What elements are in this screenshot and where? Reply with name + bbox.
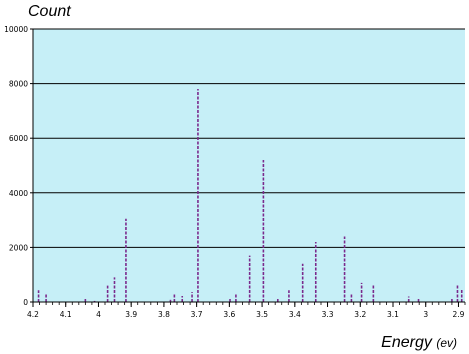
x-tick-label: 3.5 [256, 310, 268, 319]
y-tick-label: 6000 [9, 134, 28, 143]
x-axis-title: Energy (ev) [381, 334, 457, 352]
y-axis-title: Count [28, 3, 71, 20]
x-tick-label: 3.9 [125, 310, 137, 319]
x-tick-label: 3.2 [354, 310, 366, 319]
x-tick-label: 3 [423, 310, 428, 319]
x-tick-label: 4 [96, 310, 101, 319]
x-tick-label: 4.2 [27, 310, 39, 319]
y-tick-label: 8000 [9, 80, 28, 89]
x-tick-label: 3.7 [191, 310, 203, 319]
x-axis-label: Energy [381, 334, 432, 351]
x-tick-label: 4.1 [60, 310, 72, 319]
x-tick-label: 2.9 [452, 310, 464, 319]
x-tick-label: 3.3 [322, 310, 334, 319]
y-tick-label: 10000 [4, 25, 28, 34]
x-tick-label: 3.8 [158, 310, 170, 319]
y-tick-label: 0 [23, 298, 28, 307]
gridlines [33, 28, 465, 248]
y-tick-label: 4000 [9, 189, 28, 198]
x-tick-label: 3.6 [223, 310, 235, 319]
y-tick-labels: 0 2000 4000 6000 8000 10000 [4, 25, 28, 307]
x-tick-labels: 4.2 4.1 4 3.9 3.8 3.7 3.6 3.5 3.4 3.3 3.2 3.1 3 2.9 [27, 310, 465, 319]
peak-bars [37, 89, 463, 302]
axes [30, 28, 466, 307]
x-tick-label: 3.4 [289, 310, 301, 319]
y-tick-label: 2000 [9, 243, 28, 252]
x-axis-unit: (ev) [436, 336, 457, 350]
x-tick-label: 3.1 [387, 310, 399, 319]
